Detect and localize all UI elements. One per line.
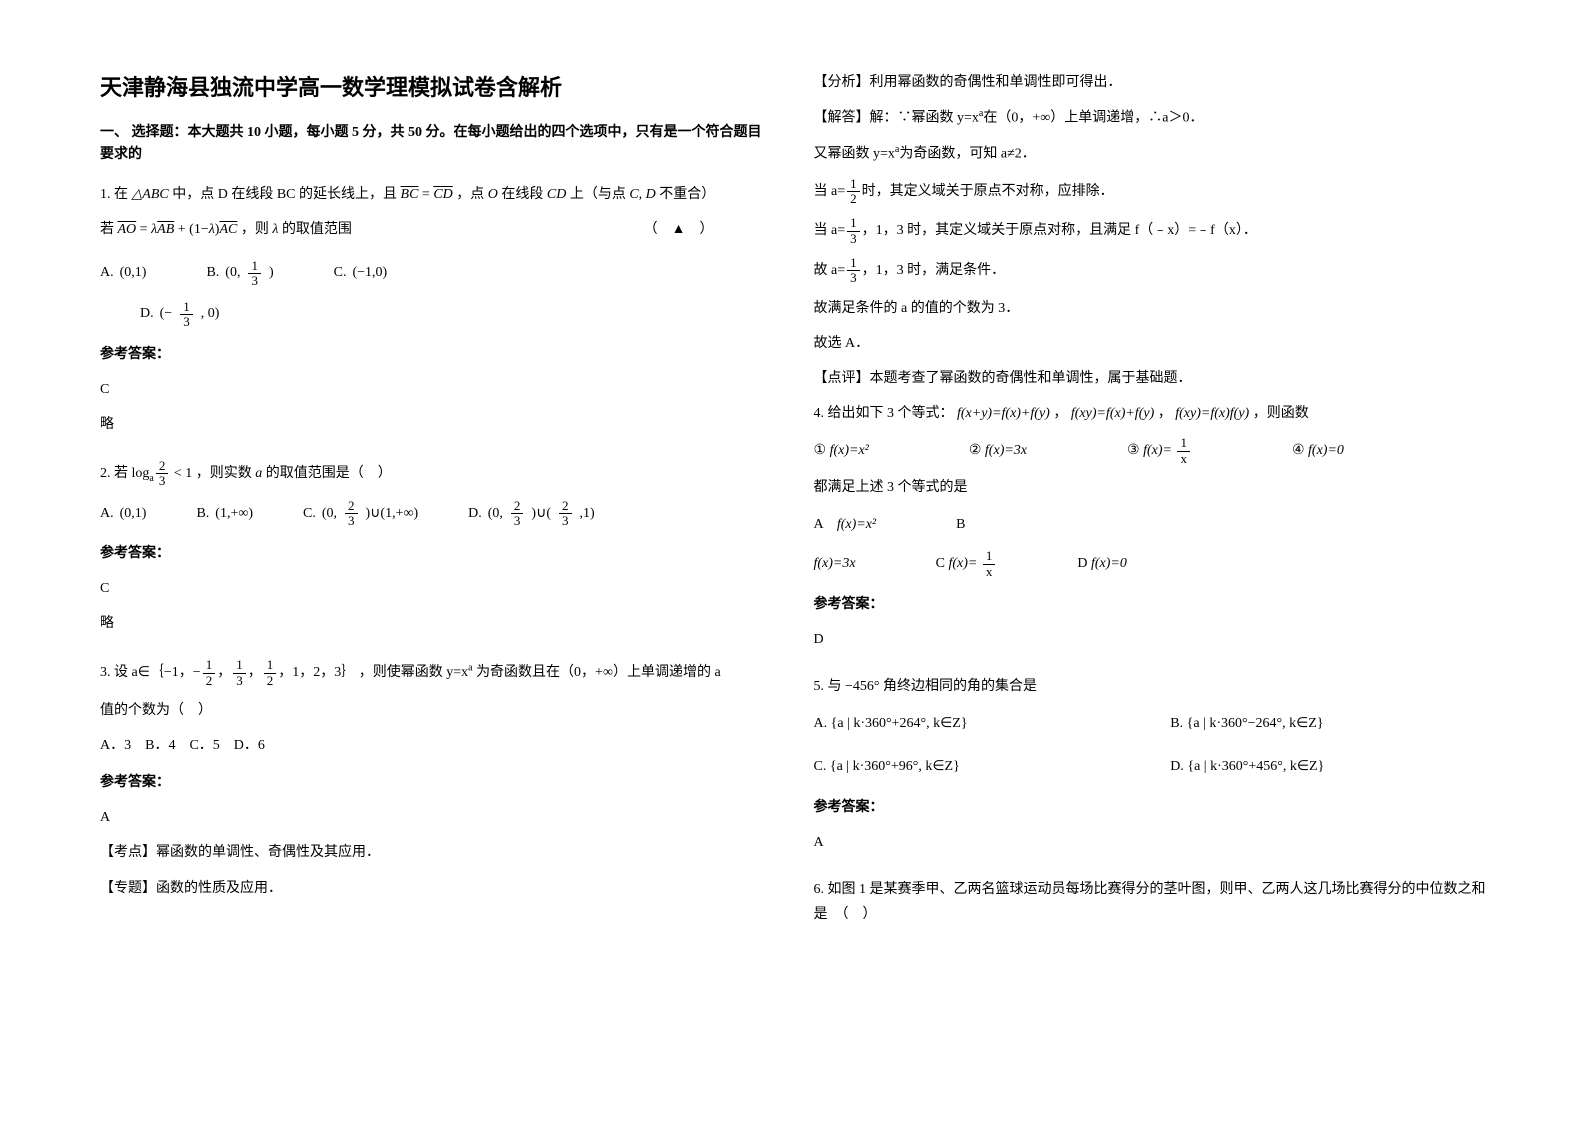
exp: 故 a=13，1，3 时，满足条件． (814, 256, 1488, 286)
math: f(xy)=f(x)f(y) (1175, 406, 1249, 421)
q2-stem: 2. 若 (100, 466, 128, 481)
brief: 略 (100, 611, 774, 636)
answer-label: 参考答案： (100, 539, 774, 570)
q1-stem: ，则 (241, 222, 269, 237)
option-c: C. (0, 23)∪(1,+∞) (303, 499, 418, 530)
exp: 又幂函数 y=xa为奇函数，可知 a≠2． (814, 141, 1488, 167)
exp: 【专题】函数的性质及应用． (100, 876, 774, 901)
q1-stem: 若 (100, 222, 114, 237)
brief: 略 (100, 412, 774, 437)
option-d: D. (0, 23)∪(23,1) (468, 499, 595, 530)
question-3: 3. 设 a∈｛−1，−12，13，12，1，2，3｝ ，则使幂函数 y=xa … (100, 658, 774, 910)
question-5: 5. 与 −456° 角终边相同的角的集合是 A. {a | k·360°+26… (814, 674, 1488, 865)
option-a: A f(x)=x² (814, 510, 877, 541)
q5-stem: 角终边相同的角的集合是 (883, 679, 1037, 694)
option-c: C. (−1,0) (334, 258, 388, 289)
option-a: A. (0,1) (100, 499, 146, 530)
item-2: ② f(x)=3x (969, 436, 1027, 467)
vector: AC (219, 222, 237, 237)
answer: C (100, 377, 774, 402)
exp: 故选 A． (814, 331, 1488, 356)
question-4: 4. 给出如下 3 个等式： f(x+y)=f(x)+f(y) ， f(xy)=… (814, 401, 1488, 662)
option-d: D. {a | k·360°+456°, k∈Z} (1170, 752, 1487, 783)
q4-stem: 4. 给出如下 3 个等式： (814, 406, 954, 421)
option-b: B. (0, 13) (206, 258, 273, 289)
option-c: C f(x)= 1x (936, 549, 998, 580)
q3-stem: 3. 设 (100, 666, 128, 681)
q1-stem: 中，点 D 在线段 BC 的延长线上，且 (172, 187, 397, 202)
answer-label: 参考答案： (814, 590, 1488, 621)
option-a: A. {a | k·360°+264°, k∈Z} (814, 709, 1131, 740)
exp: 【点评】本题考查了幂函数的奇偶性和单调性，属于基础题． (814, 366, 1488, 391)
right-column: 【分析】利用幂函数的奇偶性和单调性即可得出． 【解答】解：∵幂函数 y=xa在（… (814, 70, 1488, 1052)
math: △ABC (132, 187, 169, 202)
option-b: B. {a | k·360°−264°, k∈Z} (1170, 709, 1487, 740)
q3-stem: 值的个数为（ ） (100, 698, 774, 723)
vector: AB (157, 222, 174, 237)
q1-stem: ，点 (456, 187, 484, 202)
q1-stem: 在线段 (501, 187, 543, 202)
left-column: 天津静海县独流中学高一数学理模拟试卷含解析 一、 选择题：本大题共 10 小题，… (100, 70, 774, 1052)
item-4: ④ f(x)=0 (1292, 436, 1344, 467)
item-3: ③ f(x)= 1x (1127, 436, 1192, 467)
answer: A (814, 830, 1488, 855)
vector: BC (401, 187, 419, 202)
exp: 当 a=13，1，3 时，其定义域关于原点对称，且满足 f（﹣x）=﹣f（x）． (814, 216, 1488, 246)
question-6: 6. 如图 1 是某赛季甲、乙两名篮球运动员每场比赛得分的茎叶图，则甲、乙两人这… (814, 877, 1488, 937)
q1-stem: 的取值范围 (282, 222, 352, 237)
exp: 当 a=12时，其定义域关于原点不对称，应排除． (814, 177, 1488, 207)
q1-stem: 不重合） (659, 187, 715, 202)
answer-label: 参考答案： (100, 768, 774, 799)
section-heading: 一、 选择题：本大题共 10 小题，每小题 5 分，共 50 分。在每小题给出的… (100, 122, 774, 167)
option-d: D. (−13, 0) (140, 299, 219, 330)
option-b: B (956, 510, 965, 541)
q5-stem: 5. 与 (814, 679, 842, 694)
q4-mid: 都满足上述 3 个等式的是 (814, 475, 1488, 500)
vector: CD (433, 187, 452, 202)
q2-stem: 的取值范围是（ ） (266, 466, 392, 481)
q6-stem: 6. 如图 1 是某赛季甲、乙两名篮球运动员每场比赛得分的茎叶图，则甲、乙两人这… (814, 877, 1488, 927)
answer: A (100, 805, 774, 830)
answer: C (100, 576, 774, 601)
option-c: C. {a | k·360°+96°, k∈Z} (814, 752, 1131, 783)
option-a: A. (0,1) (100, 258, 146, 289)
q1-stem: 1. 在 (100, 187, 128, 202)
vector: AO (118, 222, 137, 237)
q3-stem: 为奇函数且在（0，+∞）上单调递增的 a (476, 666, 721, 681)
math: −456° (845, 679, 880, 694)
option-b: B. (1,+∞) (196, 499, 253, 530)
exp: 【分析】利用幂函数的奇偶性和单调性即可得出． (814, 70, 1488, 95)
answer-label: 参考答案： (100, 340, 774, 371)
exp: 【考点】幂函数的单调性、奇偶性及其应用． (100, 840, 774, 865)
answer-label: 参考答案： (814, 793, 1488, 824)
q3-stem: ，则使幂函数 y=x (359, 666, 468, 681)
item-1: ① f(x)=x² (814, 436, 869, 467)
exp: 【解答】解：∵幂函数 y=xa在（0，+∞）上单调递增，∴a＞0． (814, 105, 1488, 131)
math: f(x+y)=f(x)+f(y) (957, 406, 1050, 421)
blank: （ ▲ ） (644, 217, 714, 242)
q2-stem: ，则实数 (196, 466, 252, 481)
math: f(xy)=f(x)+f(y) (1071, 406, 1154, 421)
q3-options: A．3 B．4 C．5 D．6 (100, 733, 774, 758)
q1-stem: 上（与点 (570, 187, 626, 202)
option-b-val: f(x)=3x (814, 549, 856, 580)
page-title: 天津静海县独流中学高一数学理模拟试卷含解析 (100, 70, 774, 102)
question-2: 2. 若 loga23 < 1 ，则实数 a 的取值范围是（ ） A. (0,1… (100, 459, 774, 647)
option-d: D f(x)=0 (1077, 549, 1127, 580)
question-1: 1. 在 △ABC 中，点 D 在线段 BC 的延长线上，且 BC = CD ，… (100, 182, 774, 447)
answer: D (814, 627, 1488, 652)
exp: 故满足条件的 a 的值的个数为 3． (814, 296, 1488, 321)
